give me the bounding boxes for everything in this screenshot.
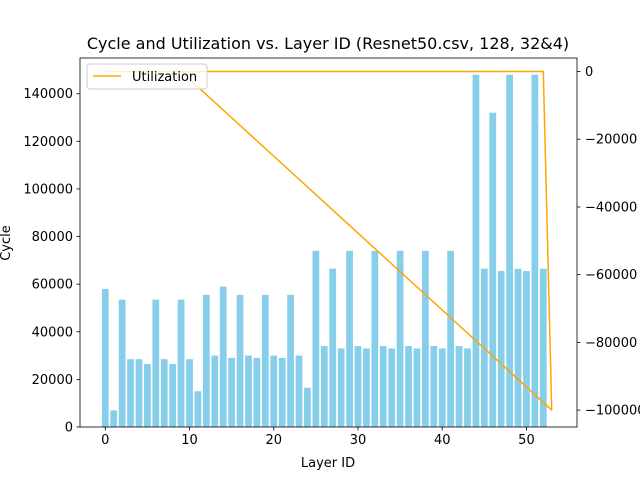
y2-tick-label: −40000 xyxy=(585,200,637,215)
bar-layer-34 xyxy=(388,348,396,427)
bar-layer-47 xyxy=(497,271,505,427)
bar-layer-33 xyxy=(379,346,387,427)
y-tick-label: 140000 xyxy=(23,87,73,102)
bar-layer-27 xyxy=(329,268,337,427)
bar-layer-48 xyxy=(506,74,513,427)
bar-layer-42 xyxy=(455,346,463,427)
bar-layer-5 xyxy=(144,363,151,427)
bar-layer-32 xyxy=(371,250,379,427)
bar-layer-35 xyxy=(396,250,404,427)
bar-layer-6 xyxy=(152,299,160,427)
legend-label-utilization: Utilization xyxy=(132,70,197,85)
bar-layer-12 xyxy=(202,294,210,427)
bar-layer-7 xyxy=(160,359,168,427)
bar-layer-43 xyxy=(464,348,471,427)
x-tick-label: 20 xyxy=(265,433,282,448)
x-tick-label: 50 xyxy=(518,433,535,448)
bar-layer-8 xyxy=(169,363,177,427)
bar-layer-16 xyxy=(236,294,244,427)
bar-layer-52 xyxy=(539,268,547,427)
bar-layer-25 xyxy=(312,250,320,427)
bar-layer-36 xyxy=(405,346,412,427)
x-axis-label: Layer ID xyxy=(301,456,355,471)
x-tick-label: 40 xyxy=(434,433,451,448)
y-tick-label: 60000 xyxy=(32,278,73,293)
bar-layer-40 xyxy=(438,348,446,427)
y2-tick-label: −60000 xyxy=(585,268,637,283)
y-tick-label: 0 xyxy=(65,421,73,436)
bar-layer-30 xyxy=(354,346,362,427)
x-tick-label: 0 xyxy=(101,433,109,448)
bar-layer-18 xyxy=(253,357,261,427)
chart-title: Cycle and Utilization vs. Layer ID (Resn… xyxy=(87,34,569,53)
y-tick-label: 20000 xyxy=(32,373,73,388)
y2-tick-label: 0 xyxy=(585,65,593,80)
bar-layer-28 xyxy=(337,348,345,427)
bar-layer-15 xyxy=(228,357,235,427)
bar-layer-44 xyxy=(472,74,480,427)
bar-layer-9 xyxy=(177,299,185,427)
bar-layer-24 xyxy=(304,387,311,427)
bar-layer-51 xyxy=(531,74,539,427)
bar-layer-13 xyxy=(211,355,219,427)
y2-tick-label: −20000 xyxy=(585,133,637,148)
bar-layer-2 xyxy=(118,299,126,427)
bar-layer-4 xyxy=(135,359,143,427)
bar-layer-46 xyxy=(489,112,497,427)
y-tick-label: 100000 xyxy=(23,182,73,197)
y2-tick-label: −80000 xyxy=(585,336,637,351)
y2-tick-label: −100000 xyxy=(585,404,640,419)
bar-layer-1 xyxy=(110,410,118,427)
bar-layer-0 xyxy=(101,288,109,427)
bar-layer-41 xyxy=(447,250,455,427)
bar-layer-49 xyxy=(514,268,522,427)
y-tick-label: 40000 xyxy=(32,325,73,340)
bar-layer-39 xyxy=(430,346,438,427)
bar-layer-37 xyxy=(413,348,421,427)
x-tick-label: 10 xyxy=(181,433,198,448)
bar-layer-31 xyxy=(363,348,370,427)
bar-layer-11 xyxy=(194,391,202,427)
axes-group: 0 10 20 30 40 50 0 20000 40000 60000 80000 100000 12… xyxy=(23,57,640,448)
x-tick-label: 30 xyxy=(350,433,367,448)
bar-layer-22 xyxy=(287,294,294,427)
bar-layer-20 xyxy=(270,355,278,427)
bars-group xyxy=(101,74,547,427)
bar-layer-50 xyxy=(523,271,530,427)
bar-layer-3 xyxy=(127,359,134,427)
plot-frame xyxy=(79,57,578,428)
bar-layer-19 xyxy=(261,294,269,427)
bar-layer-26 xyxy=(320,346,328,427)
bar-layer-29 xyxy=(346,250,353,427)
y-tick-label: 80000 xyxy=(32,230,73,245)
bar-layer-23 xyxy=(295,355,303,427)
legend-box xyxy=(86,63,208,90)
y-axis-label: Cycle xyxy=(0,225,14,261)
bar-layer-38 xyxy=(422,250,429,427)
bar-layer-10 xyxy=(186,359,193,427)
bar-layer-21 xyxy=(278,357,286,427)
bar-layer-17 xyxy=(245,355,252,427)
y-tick-label: 120000 xyxy=(23,135,73,150)
bar-layer-14 xyxy=(219,286,227,427)
legend: Utilization xyxy=(86,63,208,90)
